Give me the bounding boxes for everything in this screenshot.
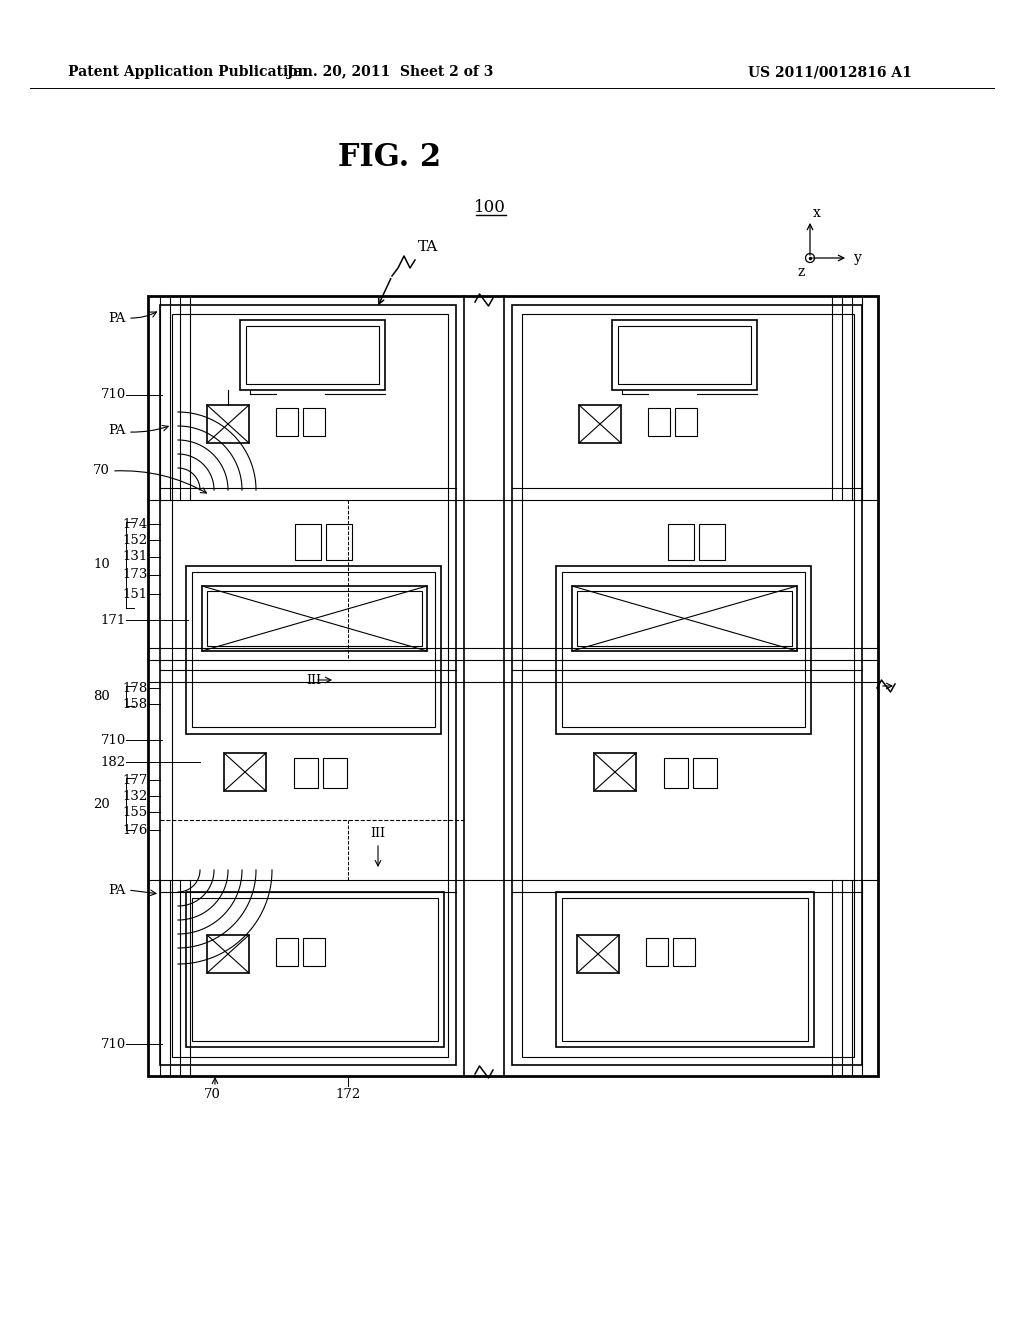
Bar [224, 752, 266, 791]
Text: 131: 131 [123, 550, 148, 564]
Bar [612, 319, 757, 389]
Bar [675, 408, 697, 436]
Text: 100: 100 [474, 198, 506, 215]
Text: Patent Application Publication: Patent Application Publication [68, 65, 307, 79]
Text: 710: 710 [100, 1038, 126, 1051]
Text: 173: 173 [123, 569, 148, 582]
Text: Jan. 20, 2011  Sheet 2 of 3: Jan. 20, 2011 Sheet 2 of 3 [287, 65, 494, 79]
Bar [207, 935, 249, 973]
Text: 178: 178 [123, 681, 148, 694]
Text: 70: 70 [93, 463, 110, 477]
Text: PA: PA [109, 312, 126, 325]
Bar [512, 305, 862, 1065]
Text: y: y [854, 251, 862, 265]
Bar [323, 758, 347, 788]
Text: 182: 182 [101, 755, 126, 768]
Bar [207, 591, 422, 645]
Bar [148, 296, 878, 1076]
Bar [522, 314, 854, 1057]
Bar [572, 586, 797, 651]
Bar [295, 524, 321, 560]
Text: 176: 176 [123, 824, 148, 837]
Bar [556, 892, 814, 1047]
Text: III: III [371, 828, 385, 840]
Bar [673, 939, 695, 966]
Bar [193, 898, 438, 1041]
Bar [594, 752, 636, 791]
Bar [618, 326, 751, 384]
Text: US 2011/0012816 A1: US 2011/0012816 A1 [749, 65, 912, 79]
Text: 710: 710 [100, 734, 126, 747]
Bar [294, 758, 318, 788]
Bar [579, 405, 621, 444]
Bar [668, 524, 694, 560]
Text: 20: 20 [93, 797, 110, 810]
Bar [276, 939, 298, 966]
Text: PA: PA [109, 883, 126, 896]
Text: z: z [798, 265, 805, 279]
Bar [276, 408, 298, 436]
Text: FIG. 2: FIG. 2 [339, 143, 441, 173]
Text: 177: 177 [123, 774, 148, 787]
Bar [562, 572, 805, 727]
Bar [562, 898, 808, 1041]
Bar [577, 591, 792, 645]
Text: 158: 158 [123, 697, 148, 710]
Bar [246, 326, 379, 384]
Bar [186, 892, 444, 1047]
Text: 152: 152 [123, 533, 148, 546]
Bar [172, 314, 449, 1057]
Bar [160, 305, 456, 1065]
Text: 132: 132 [123, 789, 148, 803]
Text: PA: PA [109, 424, 126, 437]
Text: 710: 710 [100, 388, 126, 401]
Bar [646, 939, 668, 966]
Bar [664, 758, 688, 788]
Bar [577, 935, 618, 973]
Bar [186, 566, 441, 734]
Text: 151: 151 [123, 587, 148, 601]
Bar [699, 524, 725, 560]
Text: x: x [813, 206, 821, 220]
Text: III: III [306, 673, 321, 686]
Text: 171: 171 [100, 614, 126, 627]
Bar [207, 405, 249, 444]
Bar [202, 586, 427, 651]
Text: 70: 70 [204, 1088, 220, 1101]
Bar [240, 319, 385, 389]
Bar [193, 572, 435, 727]
Text: 10: 10 [93, 558, 110, 572]
Text: 172: 172 [336, 1088, 360, 1101]
Text: TA: TA [418, 240, 438, 253]
Text: 80: 80 [93, 689, 110, 702]
Bar [693, 758, 717, 788]
Bar [303, 939, 325, 966]
Text: 155: 155 [123, 805, 148, 818]
Bar [648, 408, 670, 436]
Text: 174: 174 [123, 517, 148, 531]
Bar [303, 408, 325, 436]
Bar [556, 566, 811, 734]
Bar [326, 524, 352, 560]
